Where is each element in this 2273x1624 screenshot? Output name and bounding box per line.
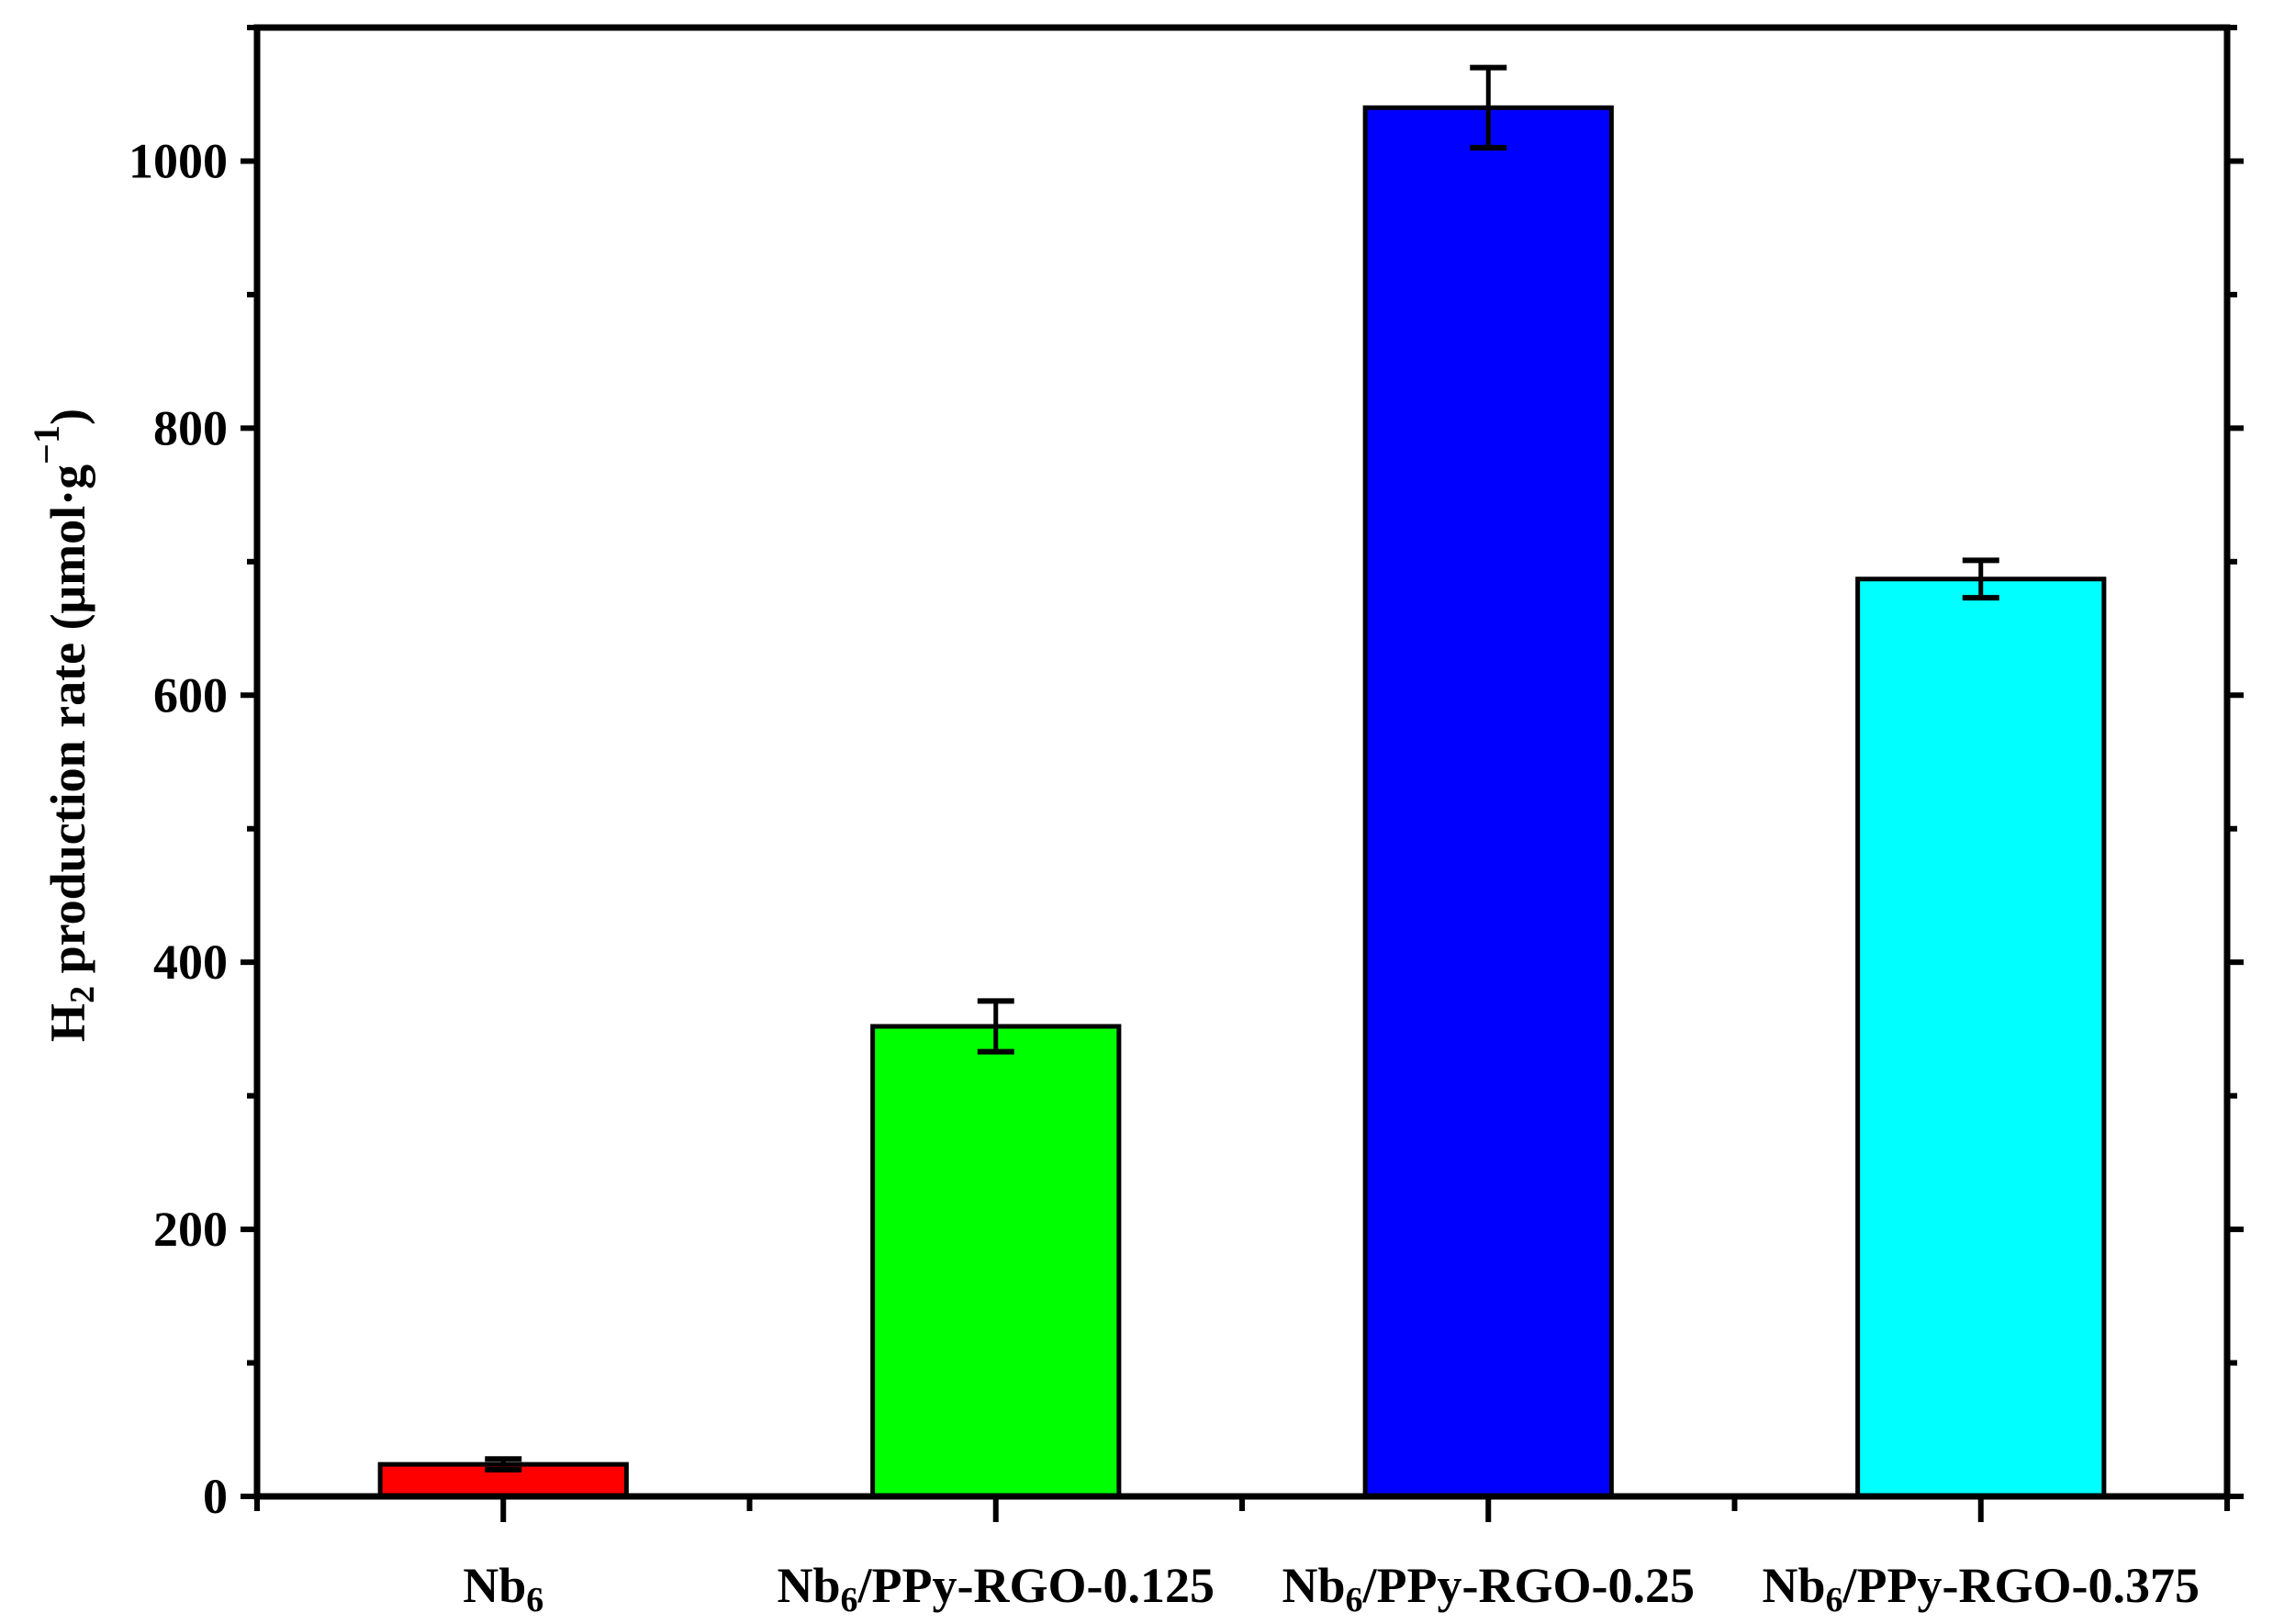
y-tick-label: 200: [153, 1202, 228, 1257]
x-tick-label: Nb6: [463, 1558, 543, 1619]
y-tick-label: 600: [153, 667, 228, 722]
y-tick-label: 0: [203, 1469, 228, 1524]
y-tick-labels: 0 200 400 600 800 1000: [129, 133, 228, 1524]
x-tick-label: Nb6/PPy-RGO-0.125: [778, 1558, 1215, 1619]
error-bar-2: [1470, 64, 1507, 151]
y-tick-label: 1000: [129, 133, 228, 188]
x-tick-label: Nb6/PPy-RGO-0.25: [1282, 1558, 1695, 1619]
error-bar-3: [1962, 557, 1999, 601]
x-tick-label: Nb6/PPy-RGO-0.375: [1763, 1558, 2200, 1619]
y-axis-label: H2 production rate (μmol·g−1): [26, 409, 102, 1042]
bars-layer: [377, 105, 2107, 1499]
x-tick-labels: Nb6 Nb6/PPy-RGO-0.125 Nb6/PPy-RGO-0.25 Nb6/…: [463, 1558, 2200, 1619]
bar-2: [1362, 105, 1614, 1499]
y-tick-label: 800: [153, 400, 228, 455]
error-bar-1: [977, 998, 1014, 1055]
bar-1: [870, 1024, 1122, 1499]
bar-3: [1855, 577, 2107, 1499]
y-tick-label: 400: [153, 935, 228, 990]
axes-layer: [241, 24, 2244, 1522]
error-bar-0: [485, 1456, 522, 1473]
error-bars-layer: [485, 64, 1999, 1473]
